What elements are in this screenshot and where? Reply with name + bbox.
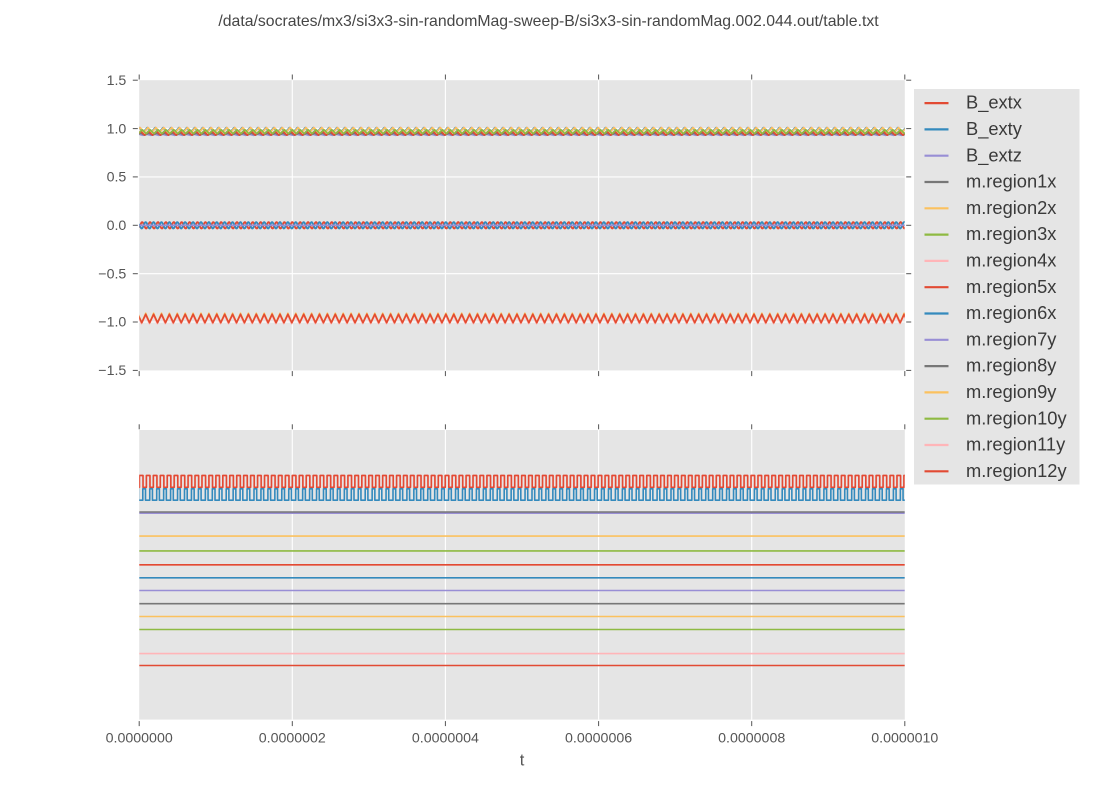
svg-text:0.0000004: 0.0000004 xyxy=(412,731,479,747)
svg-text:m.region4x: m.region4x xyxy=(966,250,1056,271)
svg-text:1.5: 1.5 xyxy=(107,73,127,89)
svg-text:0.0: 0.0 xyxy=(107,218,127,234)
svg-text:−0.5: −0.5 xyxy=(98,266,126,282)
svg-text:m.region10y: m.region10y xyxy=(966,407,1067,428)
svg-text:B_extz: B_extz xyxy=(966,144,1022,166)
svg-text:B_exty: B_exty xyxy=(966,118,1023,140)
svg-text:B_extx: B_extx xyxy=(966,92,1022,114)
svg-text:0.0000000: 0.0000000 xyxy=(106,731,173,747)
svg-text:m.region11y: m.region11y xyxy=(966,434,1066,455)
svg-text:m.region5x: m.region5x xyxy=(966,276,1056,297)
svg-text:m.region12y: m.region12y xyxy=(966,460,1067,481)
svg-text:m.region3x: m.region3x xyxy=(966,223,1056,244)
svg-text:0.0000008: 0.0000008 xyxy=(718,731,785,747)
svg-text:0.0000010: 0.0000010 xyxy=(871,731,938,747)
svg-text:t: t xyxy=(520,752,525,770)
svg-text:m.region9y: m.region9y xyxy=(966,381,1057,402)
svg-text:1.0: 1.0 xyxy=(107,121,127,137)
svg-text:/data/socrates/mx3/si3x3-sin-r: /data/socrates/mx3/si3x3-sin-randomMag-s… xyxy=(218,13,879,30)
svg-text:0.0000006: 0.0000006 xyxy=(565,731,632,747)
svg-text:m.region1x: m.region1x xyxy=(966,171,1056,192)
svg-text:m.region2x: m.region2x xyxy=(966,197,1056,218)
svg-text:m.region6x: m.region6x xyxy=(966,302,1056,323)
svg-text:m.region8y: m.region8y xyxy=(966,355,1057,376)
svg-text:−1.0: −1.0 xyxy=(98,315,126,331)
svg-text:−1.5: −1.5 xyxy=(98,363,126,379)
svg-text:0.5: 0.5 xyxy=(107,170,127,186)
svg-text:0.0000002: 0.0000002 xyxy=(259,731,326,747)
svg-text:m.region7y: m.region7y xyxy=(966,328,1057,349)
